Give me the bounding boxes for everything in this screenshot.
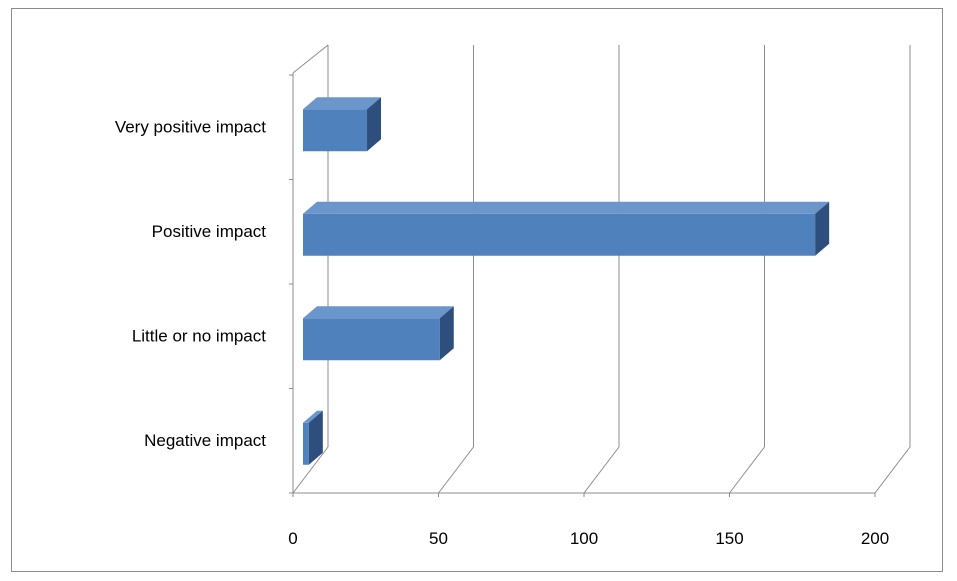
x-tick-label: 200 [861,529,889,548]
bar-front [303,318,440,361]
x-tick-label: 50 [429,529,448,548]
bar [303,306,454,361]
bar-side [308,410,323,465]
bar-top [303,410,323,423]
category-label: Little or no impact [132,326,266,345]
bar-front [303,109,368,152]
bar-layer [303,97,830,465]
x-tick-label: 100 [570,529,598,548]
left-wall-edge [292,44,329,74]
bar [303,97,382,152]
bar-top [303,97,382,110]
category-label: Negative impact [144,431,266,450]
x-tick-label: 150 [715,529,743,548]
bar [303,410,323,465]
chart-frame [11,8,943,572]
bar-side [367,97,382,152]
label-layer: 0 50 100 150 200 Very positive impact Positive… [115,117,889,548]
bar-side [439,306,454,361]
category-label: Positive impact [152,222,267,241]
floor-grid-line [874,446,911,494]
floor-grid-line [438,446,474,494]
bar-front [303,422,309,465]
floor-grid-line [729,446,765,494]
category-label: Very positive impact [115,117,266,136]
bar-top [303,306,454,319]
bar [303,201,830,256]
bar-side [815,201,830,256]
bar-front [303,213,816,256]
grid-layer [289,44,911,497]
x-tick-label: 0 [288,529,297,548]
bar-top [303,201,830,214]
floor-grid-line [292,446,329,494]
floor-grid-line [583,446,620,494]
